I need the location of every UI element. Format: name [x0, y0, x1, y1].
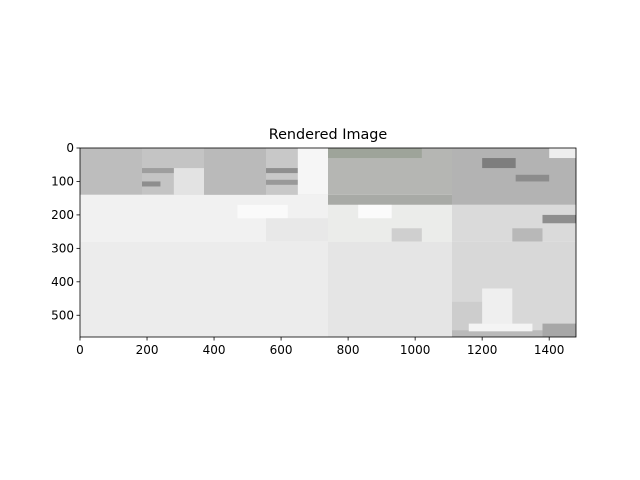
- heatmap-cell: [142, 181, 161, 187]
- x-tick-label: 600: [270, 343, 293, 357]
- x-tick-label: 400: [203, 343, 226, 357]
- heatmap-cell: [358, 204, 392, 219]
- heatmap-cell: [328, 194, 452, 205]
- heatmap-cell: [297, 148, 328, 195]
- heatmap-cells: [80, 148, 576, 337]
- y-tick-label: 500: [51, 308, 74, 322]
- heatmap-cell: [391, 228, 422, 242]
- y-tick-label: 300: [51, 241, 74, 255]
- heatmap-cell: [173, 168, 204, 195]
- heatmap-cell: [237, 204, 288, 219]
- plot-frame: [79, 147, 577, 338]
- heatmap-cell: [542, 323, 576, 337]
- heatmap-cell: [266, 218, 328, 242]
- heatmap-cell: [515, 174, 550, 182]
- x-tick-label: 1200: [467, 343, 498, 357]
- heatmap-cell: [266, 179, 298, 185]
- x-tick-label: 1400: [534, 343, 565, 357]
- x-tick-label: 1000: [400, 343, 431, 357]
- y-tick-label: 0: [66, 141, 74, 155]
- heatmap-cell: [142, 168, 174, 174]
- heatmap-cell: [328, 148, 422, 159]
- heatmap-cell: [452, 330, 543, 337]
- heatmap-cell: [482, 158, 516, 169]
- y-tick-label: 400: [51, 275, 74, 289]
- x-tick-label: 800: [337, 343, 360, 357]
- heatmap-cell: [542, 214, 576, 224]
- y-axis: 0 100 200 300 400 500: [51, 141, 80, 322]
- x-axis: 0 200 400 600 800 1000 1200 1400: [76, 337, 564, 357]
- heatmap-cell: [328, 241, 452, 337]
- x-tick-label: 0: [76, 343, 84, 357]
- heatmap-cell: [512, 228, 543, 242]
- y-tick-label: 200: [51, 208, 74, 222]
- heatmap-cell: [549, 148, 576, 159]
- chart-title: Rendered Image: [269, 127, 388, 143]
- heatmap-cell: [80, 241, 328, 337]
- heatmap-cell: [80, 148, 142, 195]
- x-tick-label: 200: [136, 343, 159, 357]
- y-tick-label: 100: [51, 174, 74, 188]
- heatmap-cell: [468, 323, 533, 332]
- heatmap-cell: [266, 168, 298, 174]
